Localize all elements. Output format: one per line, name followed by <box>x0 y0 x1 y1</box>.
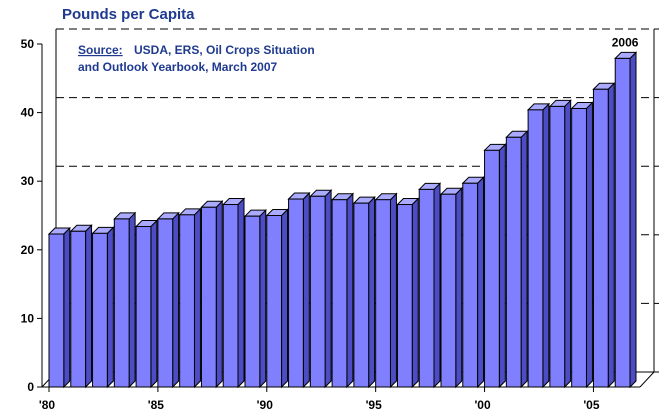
bar <box>549 105 566 388</box>
bar-side <box>411 197 419 389</box>
bar-side <box>63 226 71 389</box>
bar <box>484 149 500 388</box>
x-tick-label: '80 <box>39 398 56 412</box>
source-line: USDA, ERS, Oil Crops Situation <box>134 43 315 57</box>
bar-side <box>520 130 528 389</box>
x-tick-label: '95 <box>366 398 383 412</box>
annotation: 2006 <box>612 35 639 49</box>
y-tick-label: 50 <box>21 37 35 51</box>
bar-side <box>128 211 136 389</box>
bar-side <box>259 208 267 389</box>
source-line: and Outlook Yearbook, March 2007 <box>78 60 278 74</box>
bar <box>375 199 391 388</box>
bar <box>179 214 195 388</box>
bar <box>288 198 304 388</box>
bar <box>200 206 217 388</box>
bar-side <box>237 197 245 389</box>
bar <box>157 218 174 388</box>
x-tick-label: '90 <box>257 398 274 412</box>
bar-side <box>389 192 397 389</box>
y-tick-label: 20 <box>21 243 35 257</box>
bar <box>222 204 239 388</box>
bar <box>418 188 435 388</box>
bar <box>440 193 457 388</box>
bar <box>135 225 152 388</box>
bar <box>505 136 522 388</box>
y-tick-label: 40 <box>21 106 35 120</box>
bar <box>353 202 370 388</box>
bar-side <box>324 189 332 389</box>
bar-side <box>585 101 593 389</box>
bar <box>309 195 326 388</box>
bar <box>571 107 587 388</box>
bar-side <box>172 211 180 389</box>
bar-side <box>346 192 354 389</box>
bar <box>113 218 130 388</box>
chart-title: Pounds per Capita <box>62 6 195 23</box>
bar-side <box>150 219 158 389</box>
bar-side <box>368 195 376 389</box>
source-label: Source: <box>78 43 123 57</box>
bar-side <box>215 200 223 389</box>
bar <box>331 199 348 388</box>
bar-side <box>193 207 201 389</box>
bar <box>266 215 283 388</box>
bar-side <box>302 191 310 389</box>
bar <box>396 204 413 388</box>
x-tick-label: '05 <box>583 398 600 412</box>
bar <box>244 215 261 388</box>
bar <box>48 233 65 388</box>
y-tick-label: 0 <box>27 380 34 394</box>
bar <box>614 57 631 388</box>
bar-side <box>281 208 289 389</box>
floor-edge <box>639 371 655 388</box>
bar-side <box>629 51 637 389</box>
bar-side <box>498 143 506 389</box>
bar-side <box>455 187 463 389</box>
bar <box>92 232 108 388</box>
bar-side <box>106 226 114 389</box>
y-tick-label: 30 <box>21 174 35 188</box>
bar-side <box>477 176 485 389</box>
bar-side <box>607 82 615 389</box>
bar-side <box>85 224 93 389</box>
x-tick-label: '85 <box>148 398 165 412</box>
bar <box>70 230 87 388</box>
y-tick-label: 10 <box>21 311 35 325</box>
x-tick-label: '00 <box>474 398 491 412</box>
bar-side <box>542 102 550 389</box>
bar <box>592 88 609 388</box>
bar <box>462 182 479 388</box>
bar-side <box>433 182 441 389</box>
bar <box>527 109 544 388</box>
bar-side <box>564 99 572 389</box>
